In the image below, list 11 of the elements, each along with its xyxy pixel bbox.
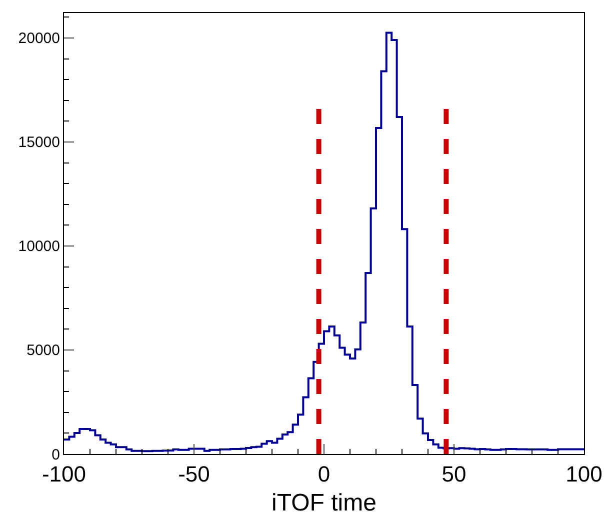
x-tick-label: 100 (566, 461, 602, 486)
y-tick-label: 0 (52, 446, 60, 464)
y-tick-label: 5000 (26, 342, 60, 360)
y-tick-label: 15000 (18, 134, 60, 152)
x-tick-label: -100 (42, 461, 86, 486)
y-tick-label: 10000 (18, 238, 60, 256)
x-tick-label: 50 (442, 461, 466, 486)
x-axis-title: iTOF time (272, 490, 376, 517)
y-tick-label: 20000 (18, 30, 60, 48)
x-tick-label: -50 (178, 461, 210, 486)
x-tick-label: 0 (318, 461, 330, 486)
